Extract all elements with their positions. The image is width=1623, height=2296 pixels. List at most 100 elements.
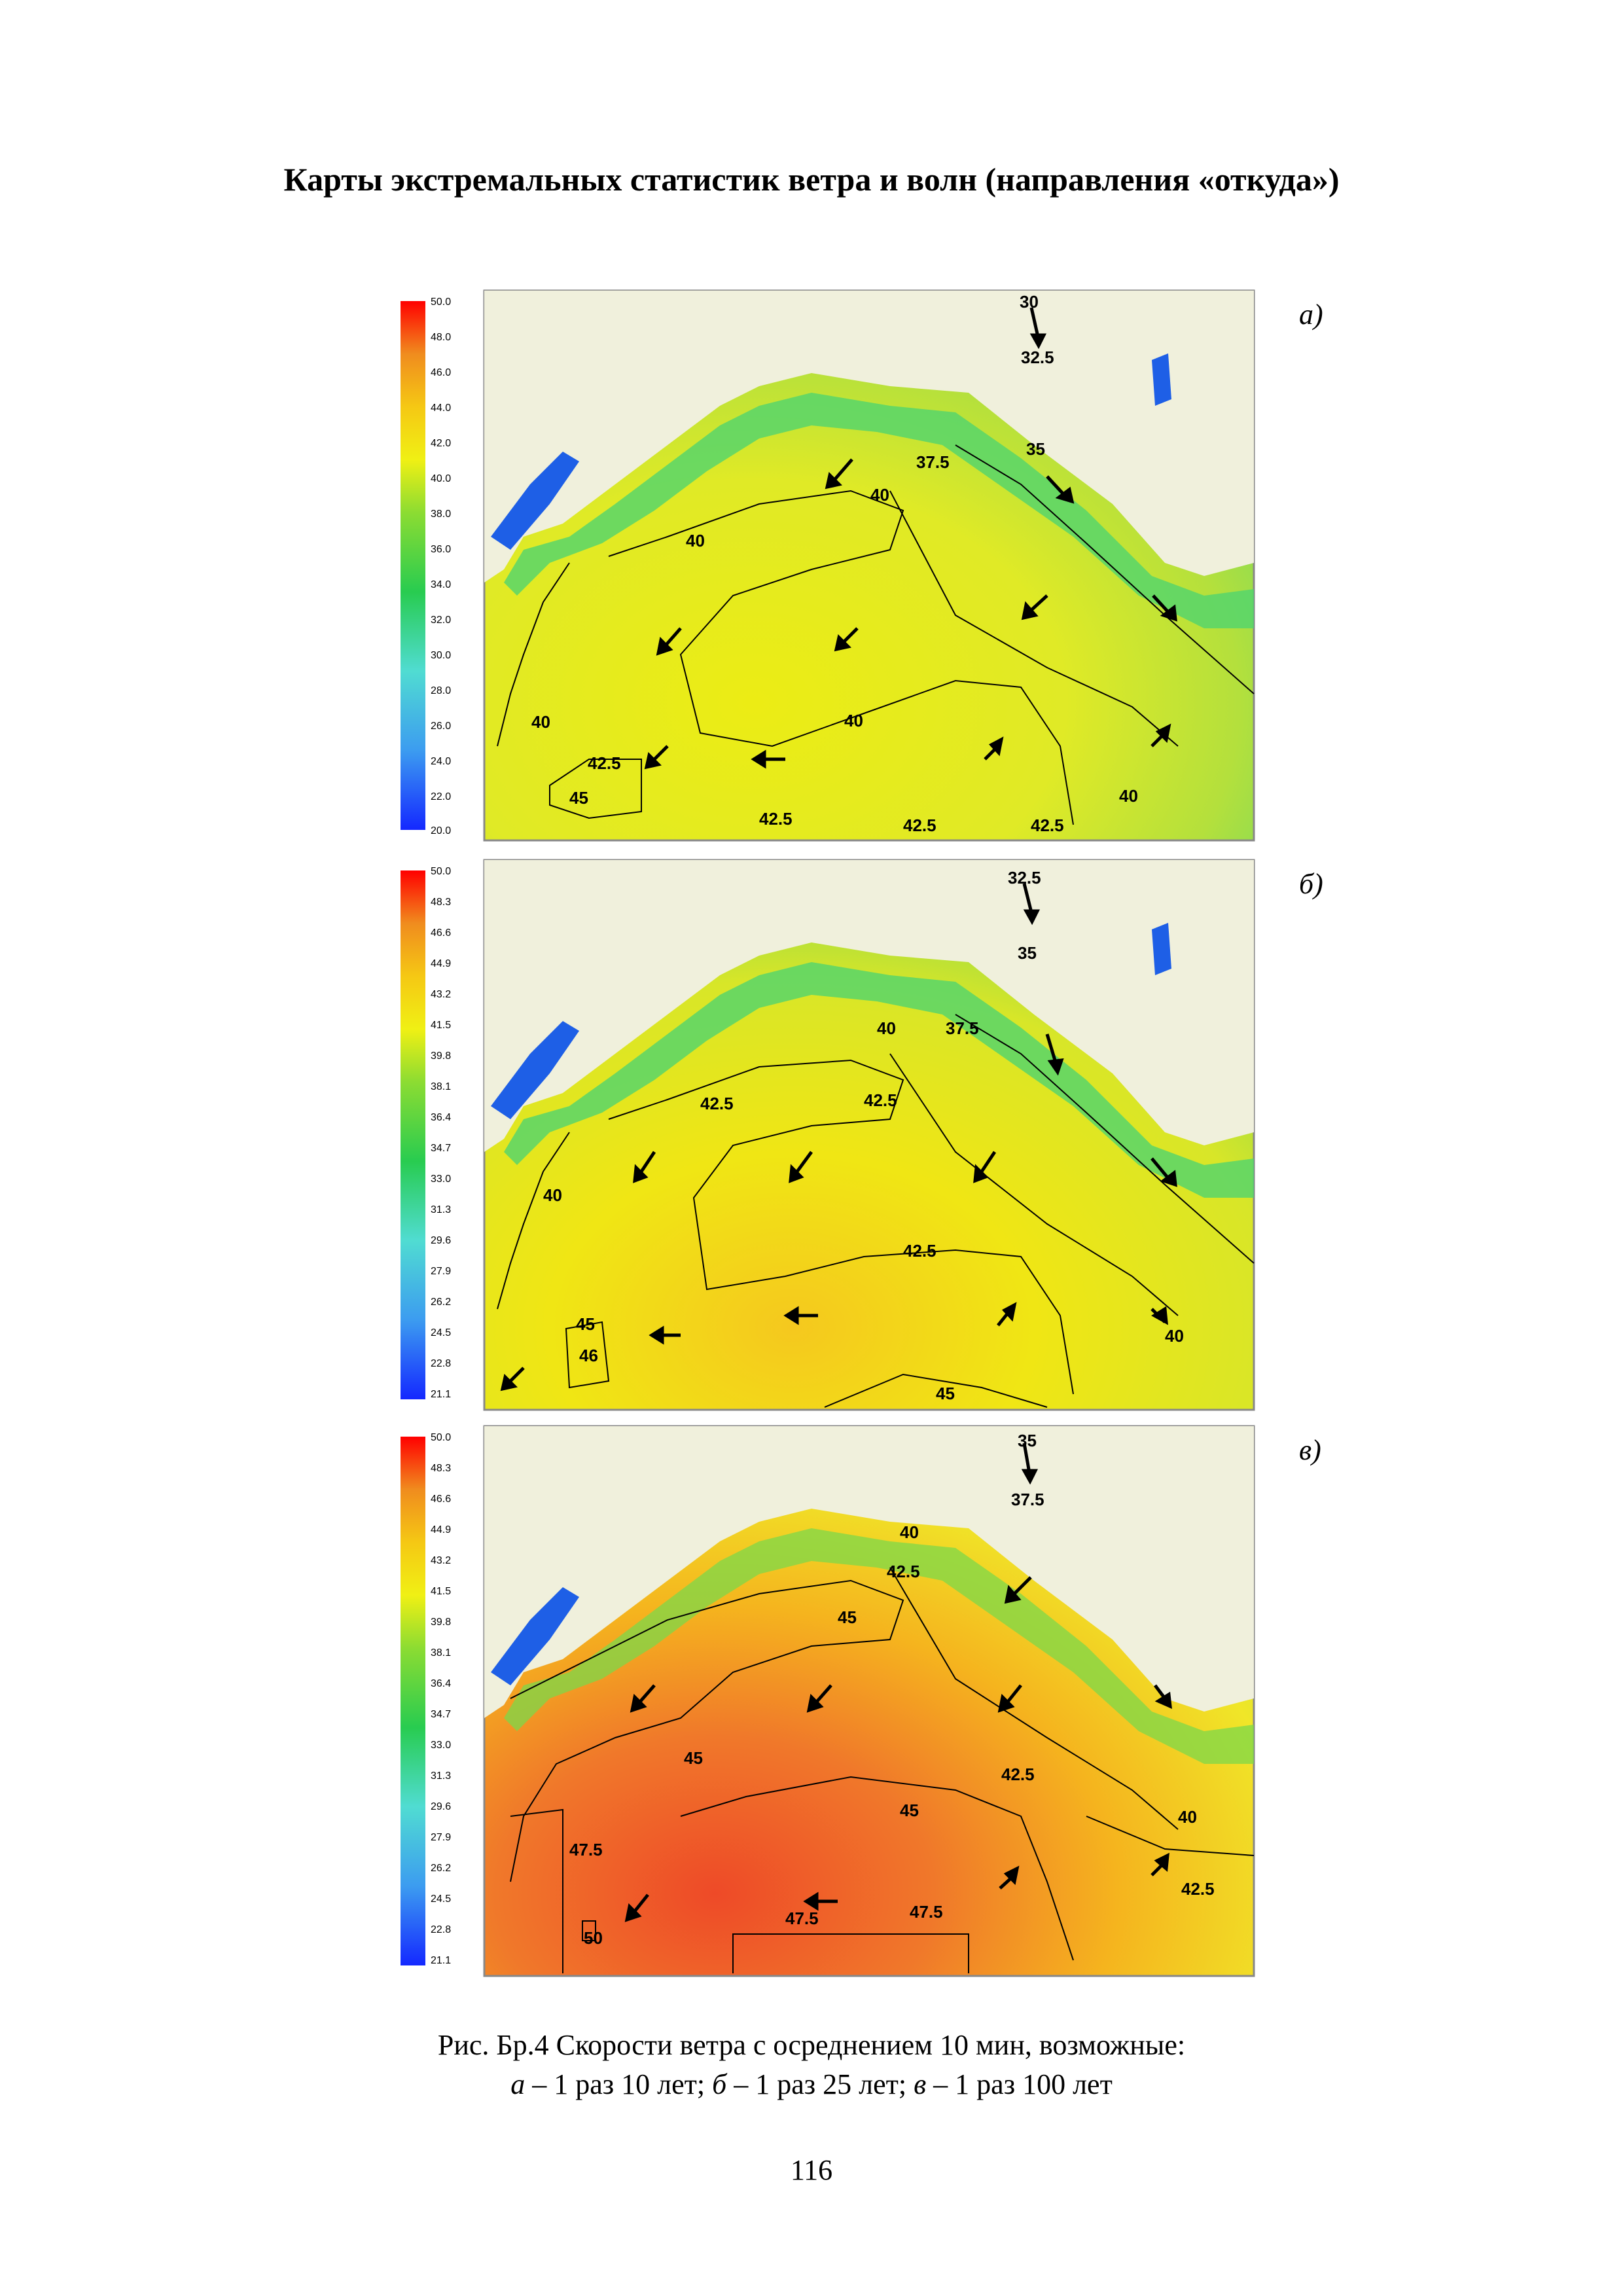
contour-line	[510, 1579, 904, 1882]
scale-tick: 46.0	[431, 367, 451, 378]
contour-label: 40	[900, 1522, 919, 1542]
caption-b: б	[712, 2068, 727, 2100]
wind-arrows	[644, 307, 1177, 770]
scale-tick: 48.3	[431, 897, 451, 908]
contour-label: 40	[1165, 1326, 1184, 1346]
contour-label: 40	[543, 1185, 562, 1205]
scale-tick: 26.0	[431, 721, 451, 732]
contour-label: 45	[684, 1748, 703, 1768]
scale-tick: 27.9	[431, 1832, 451, 1843]
contour-label: 46	[579, 1346, 598, 1365]
scale-tick: 33.0	[431, 1740, 451, 1751]
scale-tick: 42.0	[431, 438, 451, 449]
scale-tick: 26.2	[431, 1297, 451, 1308]
scale-tick: 24.0	[431, 756, 451, 767]
caption-c-text: – 1 раз 100 лет	[926, 2068, 1113, 2100]
contour-label: 40	[1119, 786, 1138, 806]
contour-label: 35	[1026, 439, 1045, 459]
contour-label: 47.5	[785, 1909, 819, 1928]
scale-tick: 20.0	[431, 825, 451, 836]
scale-tick: 46.6	[431, 1494, 451, 1505]
contour-label: 37.5	[946, 1018, 979, 1038]
scale-tick: 38.1	[431, 1647, 451, 1659]
scale-tick: 34.7	[431, 1709, 451, 1720]
map-panel-b: 50.0 48.3 46.6 44.9 43.2 41.5 39.8 38.1 …	[401, 859, 1255, 1411]
caption-a: а	[510, 2068, 526, 2100]
contour-label: 37.5	[916, 452, 950, 472]
scale-tick: 39.8	[431, 1617, 451, 1628]
scale-tick: 43.2	[431, 989, 451, 1000]
scale-tick: 50.0	[431, 1432, 451, 1443]
contour-label: 47.5	[910, 1902, 943, 1922]
contour-label: 40	[844, 711, 863, 730]
contour-label: 40	[531, 712, 550, 732]
scale-tick: 50.0	[431, 296, 451, 308]
color-scale-ticks: 50.0 48.3 46.6 44.9 43.2 41.5 39.8 38.1 …	[431, 866, 451, 1400]
contour-line	[680, 1776, 1074, 1961]
scale-tick: 34.7	[431, 1143, 451, 1154]
scale-tick: 24.5	[431, 1327, 451, 1338]
scale-tick: 50.0	[431, 866, 451, 877]
scale-tick: 48.0	[431, 332, 451, 343]
scale-tick: 46.6	[431, 927, 451, 939]
scale-tick: 29.6	[431, 1801, 451, 1812]
contour-labels: 32.5 35 40 37.5 42.5 42.5 40 42.5 45 46 …	[543, 868, 1184, 1403]
contour-label: 45	[838, 1607, 857, 1627]
contour-label: 32.5	[1008, 868, 1041, 888]
panel-label-b: б)	[1299, 868, 1323, 900]
contour-labels: 30 32.5 35 37.5 40 40 40 40 40 42.5 45 4…	[531, 292, 1138, 835]
coast-green-band	[504, 962, 1254, 1198]
contour-label: 42.5	[1181, 1879, 1215, 1899]
contour-labels: 35 37.5 40 42.5 45 45 42.5 45 40 47.5 50…	[569, 1431, 1215, 1948]
contour-line	[549, 759, 642, 819]
contour-label: 30	[1020, 292, 1039, 312]
contour-label: 42.5	[903, 1241, 936, 1261]
scale-tick: 31.3	[431, 1770, 451, 1782]
contour-label: 45	[576, 1314, 595, 1334]
contour-line	[510, 1808, 563, 1973]
land-north	[484, 860, 1254, 1152]
lake-left	[491, 452, 579, 550]
land-north	[484, 1426, 1254, 1718]
contour-label: 42.5	[700, 1094, 734, 1113]
scale-tick: 30.0	[431, 650, 451, 661]
coast-green-band	[504, 393, 1254, 628]
scale-tick: 36.0	[431, 544, 451, 555]
lake-right	[1152, 353, 1171, 406]
contour-label: 40	[1178, 1807, 1197, 1827]
scale-tick: 32.0	[431, 615, 451, 626]
scale-tick: 33.0	[431, 1174, 451, 1185]
caption-a-text: – 1 раз 10 лет;	[525, 2068, 713, 2100]
map-panel-a: 50.0 48.0 46.0 44.0 42.0 40.0 38.0 36.0 …	[401, 289, 1255, 842]
contour-line	[732, 1933, 969, 1973]
map-area	[483, 289, 1255, 842]
contour-line	[955, 1014, 1255, 1264]
scale-tick: 44.9	[431, 1524, 451, 1535]
scale-tick: 48.3	[431, 1463, 451, 1474]
contour-label: 32.5	[1021, 348, 1054, 367]
contour-line	[824, 1373, 1048, 1408]
scale-tick: 22.0	[431, 791, 451, 802]
contour-label: 35	[1018, 943, 1037, 963]
figure-caption: Рис. Бр.4 Скорости ветра с осреднением 1…	[0, 2026, 1623, 2104]
scale-tick: 40.0	[431, 473, 451, 484]
contour-label: 42.5	[903, 816, 936, 835]
page-title: Карты экстремальных статистик ветра и во…	[283, 161, 1340, 198]
contour-label: 47.5	[569, 1840, 603, 1859]
contour-label: 42.5	[864, 1090, 897, 1110]
map-area	[483, 1425, 1255, 1977]
color-scale-ticks: 50.0 48.3 46.6 44.9 43.2 41.5 39.8 38.1 …	[431, 1432, 451, 1966]
wind-arrows	[624, 1443, 1172, 1922]
contour-label: 42.5	[1031, 816, 1064, 835]
contour-label: 40	[877, 1018, 896, 1038]
wind-arrows	[500, 883, 1177, 1391]
color-scale-bar	[401, 870, 425, 1399]
contour-line	[608, 1059, 1074, 1395]
caption-line-2: а – 1 раз 10 лет; б – 1 раз 25 лет; в – …	[0, 2065, 1623, 2104]
contour-line	[608, 490, 1074, 825]
contour-line	[1086, 1816, 1255, 1856]
scale-tick: 21.1	[431, 1955, 451, 1966]
caption-b-text: – 1 раз 25 лет;	[726, 2068, 914, 2100]
contour-line	[889, 1567, 1179, 1830]
caption-c: в	[914, 2068, 927, 2100]
